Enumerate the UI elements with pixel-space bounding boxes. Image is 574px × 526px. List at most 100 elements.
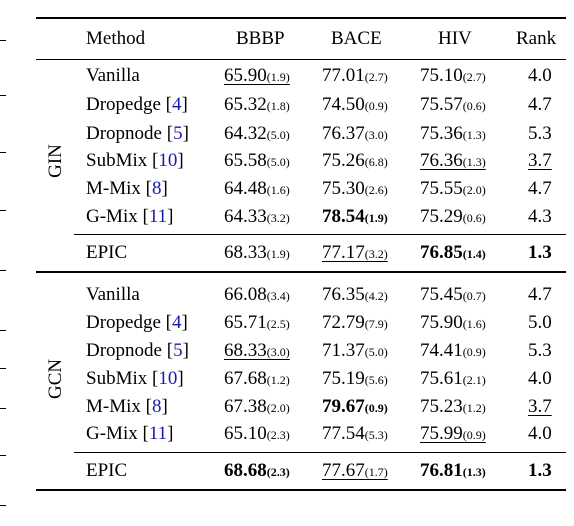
bace-mean: 72.79	[322, 312, 365, 333]
bace-std: (6.8)	[364, 155, 388, 169]
hiv-value: 75.23(1.2)	[420, 396, 486, 417]
bbbp-value: 65.58(5.0)	[224, 150, 290, 171]
bbbp-std: (1.2)	[266, 373, 290, 387]
bace-std: (3.0)	[364, 128, 388, 142]
hiv-mean: 75.90	[420, 312, 463, 333]
margin-tick	[0, 40, 6, 41]
rank-value: 3.7	[528, 396, 552, 417]
bace-mean: 78.54	[322, 206, 365, 227]
hiv-value: 75.45(0.7)	[420, 284, 486, 305]
hiv-value: 76.81(1.3)	[420, 460, 486, 481]
rank-cell: 4.7	[528, 94, 552, 116]
hiv-mean: 75.45	[420, 284, 463, 305]
bbbp-value: 65.32(1.8)	[224, 94, 290, 115]
top-rule	[36, 17, 566, 19]
group-divider-rule	[36, 271, 566, 273]
hiv-std: (2.1)	[462, 373, 486, 387]
hiv-std: (1.3)	[462, 465, 486, 479]
bbbp-value: 64.48(1.6)	[224, 178, 290, 199]
rank-value: 4.7	[528, 178, 552, 199]
bace-mean: 75.26	[322, 150, 365, 171]
bbbp-cell: 67.38(2.0)	[224, 396, 290, 419]
bbbp-std: (2.5)	[266, 317, 290, 331]
method-cell: M-Mix [8]	[86, 178, 168, 199]
bace-value: 78.54(1.9)	[322, 206, 388, 227]
bace-value: 72.79(7.9)	[322, 312, 388, 333]
bbbp-std: (1.9)	[266, 247, 290, 261]
bottom-rule	[36, 489, 566, 491]
bbbp-std: (1.9)	[266, 70, 290, 84]
bbbp-std: (3.2)	[266, 211, 290, 225]
method-cell: G-Mix [11]	[86, 423, 174, 444]
bace-value: 75.19(5.6)	[322, 368, 388, 389]
margin-tick	[0, 368, 6, 369]
bace-mean: 75.30	[322, 178, 365, 199]
bbbp-value: 66.08(3.4)	[224, 284, 290, 305]
bace-std: (2.6)	[364, 183, 388, 197]
method-cell: Dropedge [4]	[86, 312, 188, 333]
bbbp-mean: 64.48	[224, 178, 267, 199]
hiv-mean: 76.81	[420, 460, 463, 481]
hiv-mean: 75.10	[420, 65, 463, 86]
hiv-mean: 75.23	[420, 396, 463, 417]
bbbp-cell: 67.68(1.2)	[224, 368, 290, 391]
hiv-cell: 75.45(0.7)	[420, 284, 486, 307]
method-cell: Dropnode [5]	[86, 340, 189, 361]
bace-value: 77.01(2.7)	[322, 65, 388, 86]
bace-value: 74.50(0.9)	[322, 94, 388, 115]
bace-std: (4.2)	[364, 289, 388, 303]
bace-value: 75.30(2.6)	[322, 178, 388, 199]
bace-value: 79.67(0.9)	[322, 396, 388, 417]
group-label-gin: GIN	[45, 144, 66, 178]
bbbp-cell: 64.33(3.2)	[224, 206, 290, 229]
rank-value: 4.7	[528, 94, 552, 115]
rank-value: 5.3	[528, 123, 552, 144]
bace-cell: 74.50(0.9)	[322, 94, 388, 117]
hiv-mean: 75.61	[420, 368, 463, 389]
bbbp-std: (1.8)	[266, 99, 290, 113]
bace-mean: 76.37	[322, 123, 365, 144]
bbbp-value: 68.33(1.9)	[224, 242, 290, 263]
bace-cell: 79.67(0.9)	[322, 396, 388, 419]
method-name: Dropnode	[86, 123, 162, 144]
rank-cell: 5.0	[528, 312, 552, 334]
rank-value: 3.7	[528, 150, 552, 171]
bace-value: 71.37(5.0)	[322, 340, 388, 361]
method-cell: Vanilla	[86, 284, 140, 306]
header-rank: Rank	[516, 28, 557, 49]
bace-cell: 76.35(4.2)	[322, 284, 388, 307]
hiv-value: 75.36(1.3)	[420, 123, 486, 144]
bace-std: (2.7)	[364, 70, 388, 84]
hiv-std: (0.6)	[462, 211, 486, 225]
bace-cell: 71.37(5.0)	[322, 340, 388, 363]
hiv-cell: 75.99(0.9)	[420, 423, 486, 446]
method-cell: SubMix [10]	[86, 368, 184, 389]
rank-value: 4.0	[528, 368, 552, 389]
header-bace: BACE	[331, 28, 382, 49]
method-name: Dropedge	[86, 94, 161, 115]
hiv-cell: 76.85(1.4)	[420, 242, 486, 265]
bace-std: (7.9)	[364, 317, 388, 331]
bbbp-mean: 65.90	[224, 65, 267, 86]
rank-cell: 1.3	[528, 242, 552, 264]
hiv-mean: 75.99	[420, 423, 463, 444]
bbbp-std: (5.0)	[266, 128, 290, 142]
bace-value: 77.17(3.2)	[322, 242, 388, 263]
method-cell: SubMix [10]	[86, 150, 184, 171]
rank-cell: 3.7	[528, 396, 552, 418]
hiv-cell: 75.57(0.6)	[420, 94, 486, 117]
bbbp-value: 65.10(2.3)	[224, 423, 290, 444]
bbbp-std: (3.4)	[266, 289, 290, 303]
method-name: Dropedge	[86, 312, 161, 333]
bbbp-cell: 65.71(2.5)	[224, 312, 290, 335]
bbbp-std: (2.3)	[266, 428, 290, 442]
margin-tick	[0, 505, 6, 506]
rank-value: 5.0	[528, 312, 552, 333]
bace-mean: 71.37	[322, 340, 365, 361]
method-cell: EPIC	[86, 460, 127, 482]
hiv-cell: 74.41(0.9)	[420, 340, 486, 363]
method-name: Dropnode	[86, 340, 162, 361]
hiv-mean: 75.57	[420, 94, 463, 115]
citation-link: 4	[172, 94, 182, 115]
hiv-std: (0.6)	[462, 99, 486, 113]
